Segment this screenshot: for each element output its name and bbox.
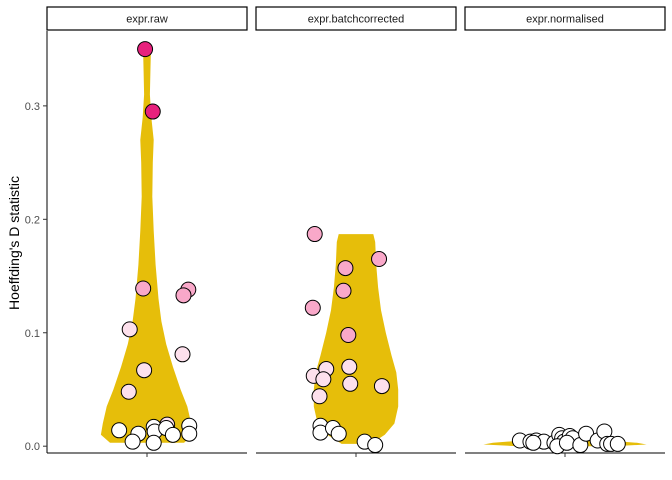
data-point xyxy=(181,425,198,442)
data-point xyxy=(137,41,154,58)
data-point xyxy=(306,226,323,243)
data-point xyxy=(558,434,575,451)
data-point xyxy=(311,388,328,405)
data-point xyxy=(121,321,138,338)
data-point xyxy=(342,375,359,392)
data-point xyxy=(373,378,390,395)
data-point xyxy=(337,260,354,277)
data-point xyxy=(341,358,358,375)
strip-label-expr-raw: expr.raw xyxy=(126,14,168,26)
data-point xyxy=(120,383,137,400)
data-point xyxy=(335,282,352,299)
data-point xyxy=(367,437,384,454)
y-axis-title: Hoeffding's D statistic xyxy=(6,176,22,310)
strip-label-expr-normalised: expr.normalised xyxy=(526,14,604,26)
data-point xyxy=(340,327,357,344)
data-point xyxy=(525,434,542,451)
data-point xyxy=(609,435,626,452)
data-point xyxy=(304,299,321,316)
data-point xyxy=(135,280,152,297)
violin-expr-raw xyxy=(100,46,194,443)
data-point xyxy=(164,426,181,443)
data-point xyxy=(315,371,332,388)
y-tick-label: 0.3 xyxy=(25,101,40,113)
y-tick-label: 0.2 xyxy=(25,214,40,226)
strip-expr-normalised xyxy=(464,6,666,31)
data-point xyxy=(144,103,161,120)
data-point xyxy=(145,434,162,451)
data-point xyxy=(174,346,191,363)
data-point xyxy=(371,251,388,268)
data-point xyxy=(111,422,128,439)
y-tick-label: 0.0 xyxy=(25,441,40,453)
data-point xyxy=(136,362,153,379)
strip-expr-batchcorrected xyxy=(255,6,457,31)
data-point xyxy=(175,287,192,304)
strip-expr-raw xyxy=(46,6,248,31)
data-point xyxy=(330,425,347,442)
violin-expr-batchcorrected xyxy=(313,234,399,444)
y-tick-label: 0.1 xyxy=(25,328,40,340)
strip-label-expr-batchcorrected: expr.batchcorrected xyxy=(308,14,405,26)
data-point xyxy=(124,433,141,450)
